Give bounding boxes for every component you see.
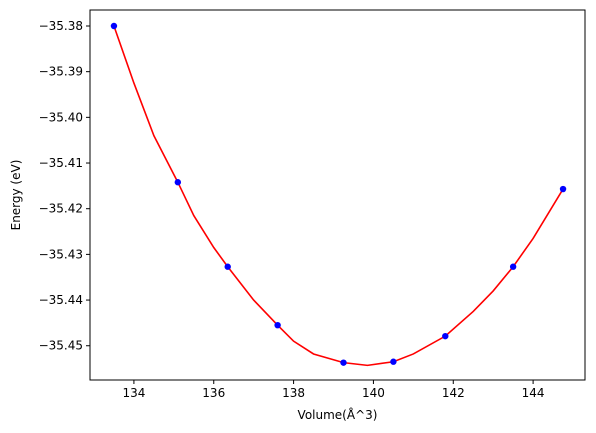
fit-curve-line — [113, 25, 564, 367]
y-tick-label: −35.39 — [39, 65, 83, 79]
y-tick-label: −35.44 — [39, 293, 83, 307]
y-axis-label: Energy (eV) — [9, 160, 23, 231]
data-point — [110, 22, 118, 30]
y-tick-label: −35.38 — [39, 19, 83, 33]
x-axis-ticks: 134 136 138 140 142 144 — [122, 380, 545, 400]
y-tick-label: −35.42 — [39, 202, 83, 216]
data-points — [110, 22, 567, 366]
data-point — [559, 185, 567, 193]
plot-frame — [89, 9, 586, 381]
data-point — [442, 332, 449, 340]
x-tick-label: 142 — [442, 386, 465, 400]
data-point — [224, 263, 231, 270]
x-tick-label: 140 — [362, 386, 385, 400]
x-tick-label: 136 — [202, 386, 225, 400]
x-tick-label: 138 — [282, 386, 305, 400]
data-point — [274, 321, 281, 329]
x-axis-label: Volume(Å^3) — [298, 407, 378, 422]
data-point — [509, 263, 517, 270]
y-tick-label: −35.43 — [39, 247, 83, 261]
data-point — [174, 179, 182, 186]
y-tick-label: −35.41 — [39, 156, 83, 170]
x-tick-label: 134 — [122, 386, 145, 400]
data-point — [390, 358, 397, 365]
y-tick-label: −35.45 — [39, 339, 83, 353]
x-tick-label: 144 — [522, 386, 545, 400]
y-axis-ticks: −35.45 −35.44 −35.43 −35.42 −35.41 −35.40 −35.… — [39, 19, 90, 353]
y-tick-label: −35.40 — [39, 110, 83, 124]
data-point — [340, 359, 347, 366]
